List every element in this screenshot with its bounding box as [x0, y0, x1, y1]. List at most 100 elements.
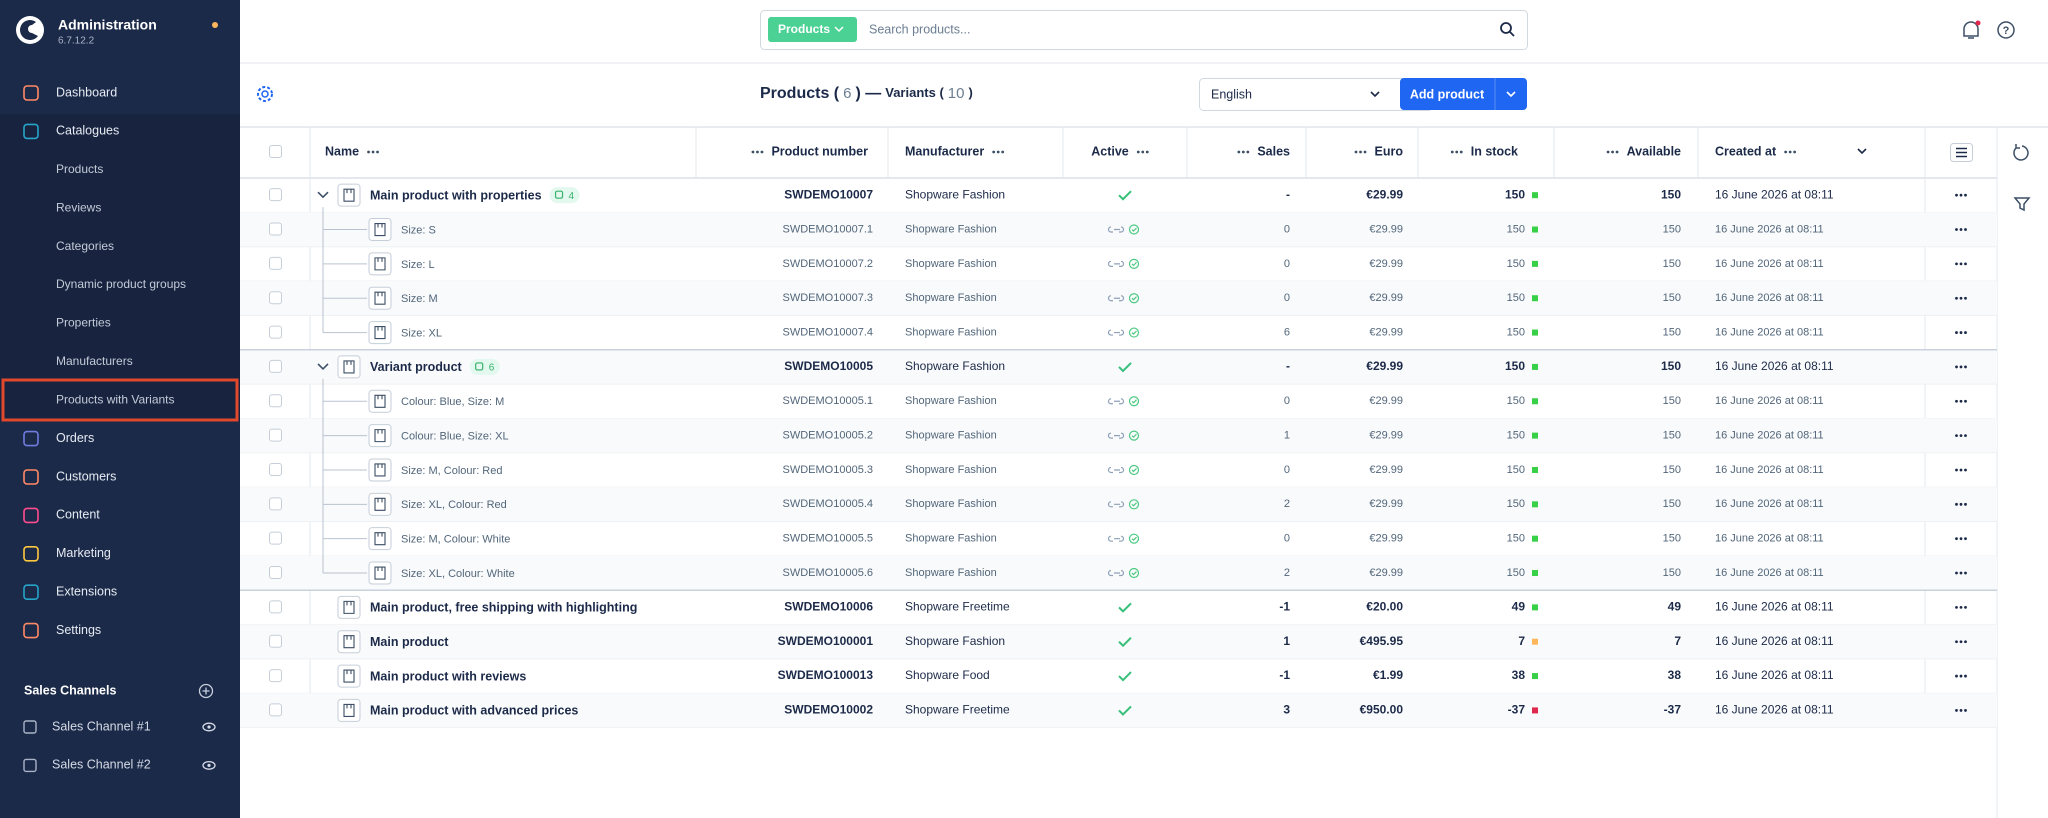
column-menu — [760, 150, 764, 154]
in-stock: 150 — [1507, 430, 1525, 442]
row-actions — [1955, 399, 1958, 403]
row-actions — [1964, 571, 1967, 575]
row-checkbox[interactable] — [269, 394, 282, 408]
row-checkbox[interactable] — [269, 566, 282, 580]
row-actions — [1955, 331, 1958, 334]
row-checkbox[interactable] — [269, 531, 282, 545]
row-checkbox[interactable] — [269, 428, 282, 442]
filter-icon[interactable] — [2013, 197, 2031, 212]
row-checkbox[interactable] — [269, 703, 282, 717]
product-icon — [343, 188, 355, 202]
row-actions — [1964, 434, 1967, 438]
in-stock: 49 — [1512, 600, 1526, 614]
column-menu — [1136, 150, 1140, 154]
bell-icon[interactable] — [1963, 21, 1979, 39]
price: €29.99 — [1369, 326, 1403, 338]
reload-icon[interactable] — [2013, 144, 2029, 161]
product-icon — [374, 394, 386, 408]
product-icon — [374, 222, 386, 237]
product-name: Size: M — [401, 293, 438, 305]
column-menu — [1141, 150, 1145, 154]
row-checkbox[interactable] — [269, 222, 282, 236]
split-chevron[interactable] — [1506, 91, 1516, 98]
row-actions — [1959, 674, 1963, 678]
row-checkbox[interactable] — [269, 359, 282, 373]
expand-chevron[interactable] — [317, 363, 329, 371]
update-dot — [212, 22, 218, 28]
row-actions — [1959, 228, 1963, 231]
sales: 2 — [1284, 567, 1290, 579]
nav-subitem: Reviews — [56, 200, 101, 214]
search-box[interactable] — [760, 10, 1528, 50]
sales: 2 — [1284, 498, 1290, 510]
column-menu — [367, 150, 370, 154]
active-indicator — [1128, 293, 1140, 304]
active-check — [1131, 296, 1137, 301]
row-checkbox[interactable] — [269, 291, 282, 305]
expand-chevron[interactable] — [317, 191, 329, 199]
row-checkbox[interactable] — [269, 462, 282, 476]
active-indicator — [1128, 499, 1140, 510]
in-stock: 150 — [1507, 533, 1525, 545]
eye-pupil — [207, 763, 211, 768]
sales-channel: Sales Channel #1 — [52, 719, 151, 733]
row-checkbox[interactable] — [269, 497, 282, 511]
product-number: SWDEMO10005.4 — [783, 498, 873, 510]
sort-chevron[interactable] — [1857, 148, 1867, 155]
row-checkbox[interactable] — [269, 600, 282, 614]
column-menu — [1788, 150, 1792, 154]
row-checkbox[interactable] — [269, 256, 282, 270]
sales: -1 — [1279, 668, 1290, 682]
active-check — [1131, 433, 1137, 438]
available: 150 — [1663, 567, 1681, 579]
product-thumbnail — [337, 595, 361, 619]
row-actions — [1959, 331, 1963, 334]
manufacturer: Shopware Fashion — [905, 430, 997, 442]
nav-subitem: Dynamic product groups — [56, 277, 186, 291]
active-check — [1118, 190, 1132, 201]
row-checkbox[interactable] — [269, 669, 282, 683]
product-name: Size: M, Colour: Red — [401, 465, 502, 477]
column-menu — [992, 150, 996, 154]
product-thumbnail — [368, 252, 392, 276]
row-actions — [1964, 331, 1967, 334]
active-check — [1118, 705, 1132, 716]
settings-gear[interactable] — [257, 86, 273, 102]
product-thumbnail — [368, 458, 392, 482]
product-thumbnail — [368, 492, 392, 516]
column-menu — [1615, 150, 1619, 154]
nav-subitem: Manufacturers — [56, 354, 133, 368]
add-sales-channel[interactable] — [198, 683, 214, 699]
search-filter-pill[interactable] — [768, 17, 857, 42]
in-stock: 150 — [1507, 223, 1525, 235]
chevron — [1370, 91, 1380, 98]
search-icon[interactable] — [1500, 22, 1512, 34]
product-name: Main product — [370, 635, 449, 649]
stock-indicator — [1532, 329, 1538, 336]
select-all-checkbox[interactable] — [269, 145, 282, 158]
manufacturer: Shopware Fashion — [905, 634, 1005, 648]
column-header: Created at — [1715, 144, 1777, 158]
help-icon[interactable] — [1997, 21, 2015, 39]
row-checkbox[interactable] — [269, 634, 282, 648]
available: 150 — [1663, 430, 1681, 442]
chevron — [834, 26, 844, 33]
manufacturer: Shopware Fashion — [905, 567, 997, 579]
column-menu — [1450, 150, 1454, 154]
product-thumbnail — [368, 218, 392, 242]
active-check — [1131, 261, 1137, 267]
active-check — [1131, 571, 1137, 576]
variant-badge — [469, 358, 500, 375]
row-actions — [1964, 502, 1967, 506]
row-checkbox[interactable] — [269, 188, 282, 202]
eye-icon[interactable] — [202, 760, 216, 770]
submenu-background — [0, 114, 240, 422]
eye-icon[interactable] — [202, 722, 216, 732]
row-checkbox[interactable] — [269, 325, 282, 339]
product-number: SWDEMO10007.1 — [783, 223, 873, 235]
price: €1.99 — [1373, 668, 1403, 682]
stock-indicator — [1532, 466, 1538, 473]
column-header: Name — [325, 144, 359, 158]
nav-subitem: Properties — [56, 316, 111, 330]
